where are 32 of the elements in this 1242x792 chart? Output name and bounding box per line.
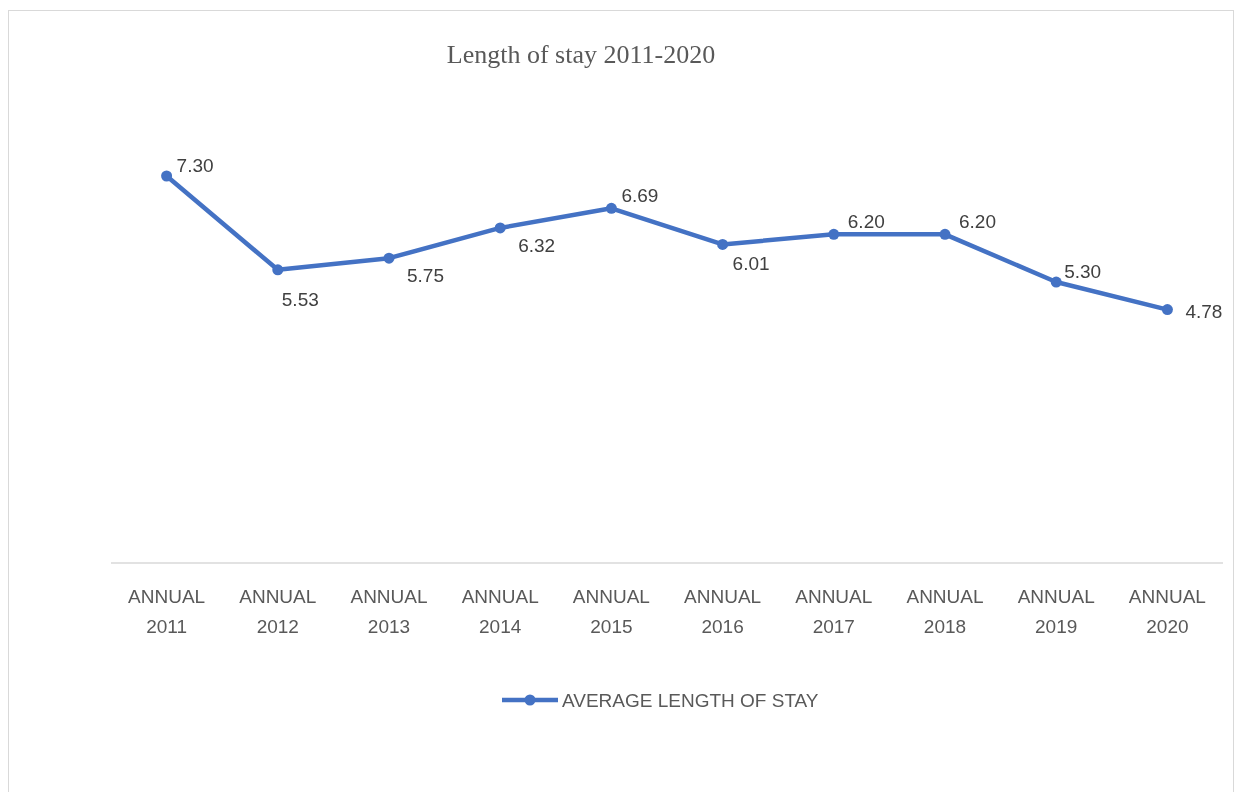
x-tick-label: ANNUAL 2020	[1128, 586, 1206, 637]
data-label: 6.20	[847, 211, 885, 233]
x-tick-label: ANNUAL 2019	[1017, 586, 1095, 637]
data-label: 6.20	[959, 211, 996, 233]
data-label: 6.69	[621, 185, 659, 207]
point	[1050, 276, 1062, 288]
x-tick-label: ANNUAL 2011	[128, 586, 206, 637]
data-label: 5.75	[407, 265, 444, 287]
x-tick-label: ANNUAL 2012	[239, 586, 317, 637]
data-label: 6.32	[518, 234, 556, 256]
point	[717, 238, 729, 250]
point	[1161, 304, 1173, 316]
data-label: 5.53	[281, 288, 319, 310]
point	[272, 264, 284, 276]
data-label: 6.01	[732, 253, 770, 275]
data-label: 5.30	[1064, 261, 1102, 283]
point	[828, 228, 840, 240]
x-tick-label: ANNUAL 2014	[461, 586, 539, 637]
x-tick-label: ANNUAL 2018	[906, 586, 984, 637]
x-tick-label: ANNUAL 2016	[684, 586, 762, 637]
x-tick-label: ANNUAL 2017	[795, 586, 873, 637]
x-tick-label: ANNUAL 2013	[350, 586, 428, 637]
data-label: 7.30	[176, 155, 214, 176]
point	[161, 170, 173, 182]
point	[939, 228, 951, 240]
point	[605, 202, 617, 214]
point	[494, 222, 506, 234]
chart-title: Length of stay 2011-2020	[446, 40, 716, 69]
x-tick-label: ANNUAL 2015	[572, 586, 650, 637]
point	[383, 252, 395, 264]
legend-label: AVERAGE LENGTH OF STAY	[562, 690, 819, 711]
data-label: 4.78	[1185, 300, 1223, 322]
